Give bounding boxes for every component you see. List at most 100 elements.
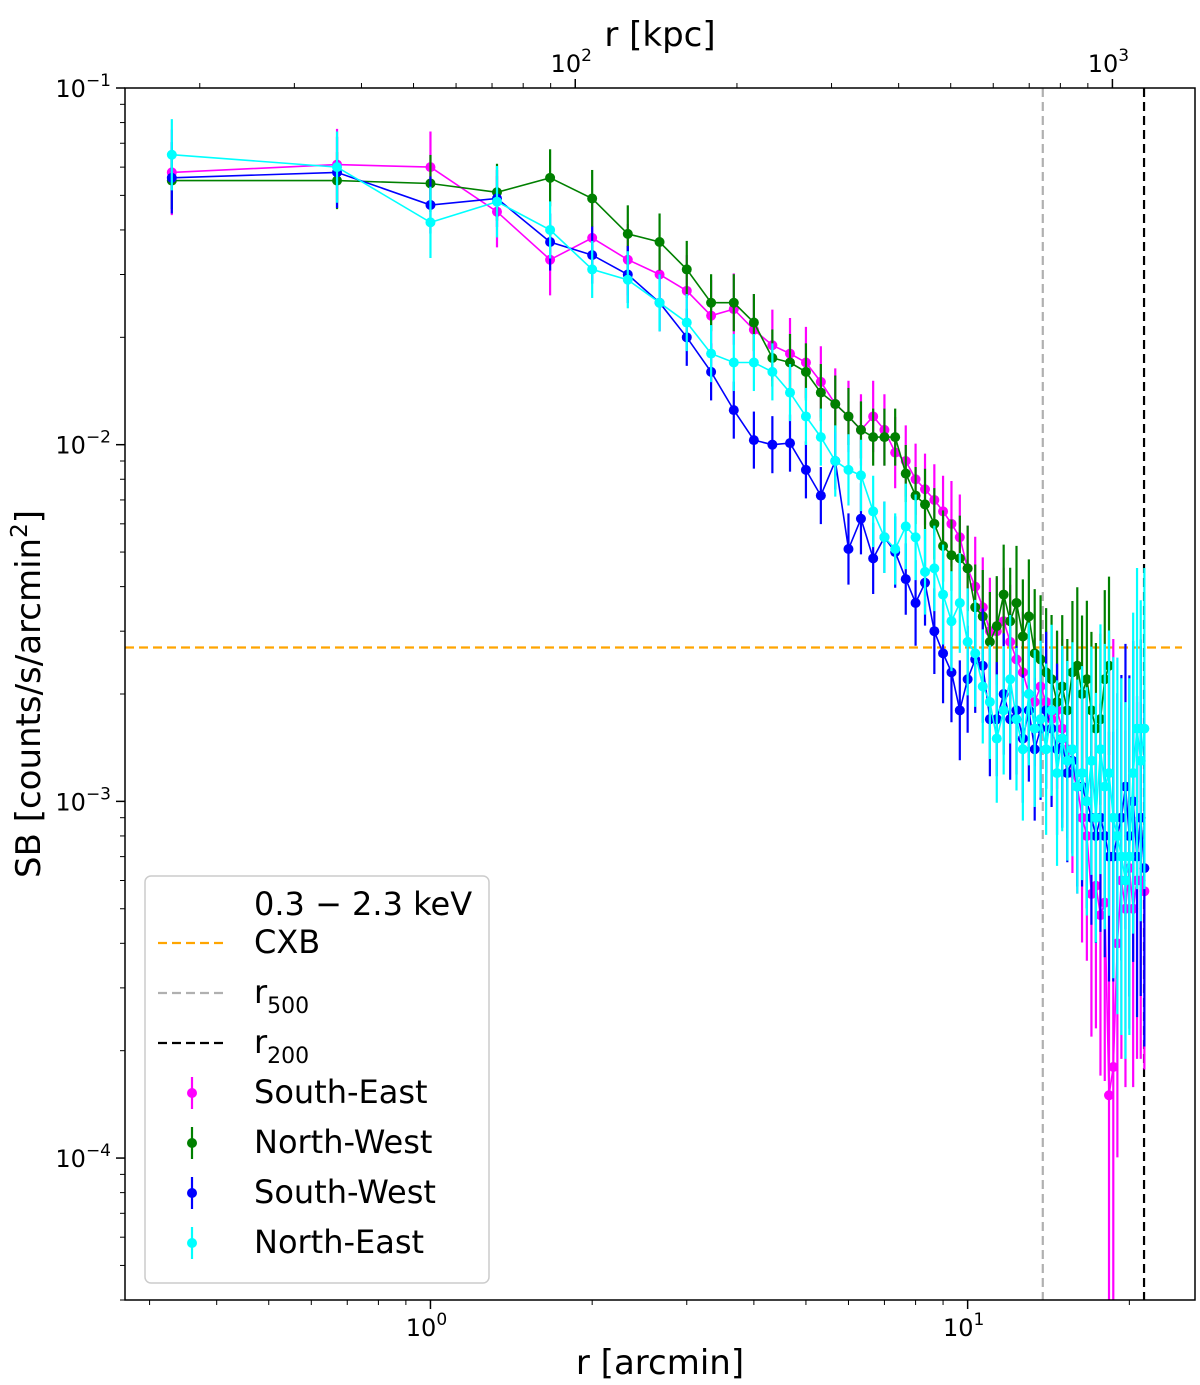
data-point <box>855 424 866 435</box>
data-point <box>998 589 1009 600</box>
x-tick-label: 100 <box>406 1310 447 1342</box>
data-point <box>1081 796 1092 807</box>
top-tick-base: 10 <box>1088 50 1119 78</box>
data-point <box>767 439 778 450</box>
data-point <box>785 357 796 368</box>
data-point <box>728 405 739 416</box>
data-point <box>946 616 957 627</box>
data-point <box>748 357 759 368</box>
data-point <box>929 626 940 637</box>
legend-label-sub: 500 <box>267 994 309 1019</box>
data-point <box>587 193 598 204</box>
y-axis-label-main: SB [counts/s/arcmin <box>9 538 49 878</box>
data-point <box>1128 768 1139 779</box>
legend-frame <box>144 875 490 1284</box>
data-point <box>920 566 931 577</box>
legend-marker <box>187 1238 197 1248</box>
data-point <box>1023 611 1034 622</box>
data-point <box>900 574 911 585</box>
data-point <box>1104 768 1115 779</box>
y-axis-label: SB [counts/s/arcmin2] <box>7 510 49 878</box>
data-point <box>332 162 343 173</box>
y-tick-label: 10−3 <box>55 784 111 816</box>
y-tick-exp: −1 <box>86 71 111 91</box>
data-point <box>166 149 177 160</box>
data-point <box>1116 851 1127 862</box>
data-point <box>1035 714 1046 725</box>
data-point <box>622 228 633 239</box>
data-point <box>830 456 841 467</box>
data-point <box>748 317 759 328</box>
data-point <box>1067 744 1078 755</box>
data-point <box>785 438 796 449</box>
data-point <box>843 411 854 422</box>
data-point <box>900 521 911 532</box>
data-point <box>868 432 879 443</box>
data-point <box>954 597 965 608</box>
data-point <box>728 357 739 368</box>
data-point <box>900 468 911 479</box>
data-point <box>879 432 890 443</box>
data-point <box>938 589 949 600</box>
data-point <box>1095 744 1106 755</box>
legend-items: CXBr500r200South-EastNorth-WestSouth-Wes… <box>158 923 436 1261</box>
data-point <box>1072 660 1083 671</box>
data-point <box>843 543 854 554</box>
top-tick-exp: 3 <box>1118 46 1129 66</box>
data-point <box>879 532 890 543</box>
data-point <box>785 387 796 398</box>
data-point <box>998 705 1009 716</box>
series-line <box>171 153 1146 881</box>
data-point <box>800 411 811 422</box>
data-point <box>654 297 665 308</box>
legend-marker <box>187 1188 197 1198</box>
data-point <box>946 550 957 561</box>
data-point <box>855 513 866 524</box>
y-tick-exp: −2 <box>86 428 111 448</box>
legend-label-main: CXB <box>254 923 320 961</box>
data-point <box>1046 705 1057 716</box>
legend-series-label: North-East <box>254 1223 424 1261</box>
data-point <box>815 432 826 443</box>
data-point <box>545 224 556 235</box>
y-tick-label: 10−4 <box>55 1141 111 1173</box>
data-point <box>1139 723 1150 734</box>
data-point <box>767 366 778 377</box>
series-north-east <box>166 119 1150 1059</box>
data-point <box>1081 674 1092 685</box>
x-tick-base: 10 <box>943 1314 974 1342</box>
x-tick-exp: 0 <box>436 1310 447 1330</box>
data-point <box>984 696 995 707</box>
legend-line-label: r500 <box>254 973 309 1019</box>
y-tick-label: 10−2 <box>55 428 111 460</box>
legend-marker <box>187 1138 197 1148</box>
data-point <box>706 348 717 359</box>
data-point <box>890 543 901 554</box>
data-point <box>800 366 811 377</box>
data-point <box>910 532 921 543</box>
top-tick-base: 10 <box>551 50 582 78</box>
data-point <box>1041 744 1052 755</box>
data-point <box>1104 1090 1115 1101</box>
data-point <box>1108 812 1119 823</box>
legend-label-main: r <box>254 1023 268 1061</box>
y-tick-base: 10 <box>55 75 86 103</box>
legend-title: 0.3 − 2.3 keV <box>254 885 472 923</box>
data-point <box>868 506 879 517</box>
data-point <box>800 464 811 475</box>
data-point <box>1005 674 1016 685</box>
data-point <box>938 648 949 659</box>
y-tick-exp: −4 <box>86 1141 111 1161</box>
top-tick-label: 103 <box>1088 46 1129 78</box>
data-point <box>984 636 995 647</box>
data-point <box>1057 733 1068 744</box>
data-point <box>1086 755 1097 766</box>
data-point <box>843 464 854 475</box>
data-point <box>1099 781 1110 792</box>
data-point <box>1132 723 1143 734</box>
y-tick-base: 10 <box>55 788 86 816</box>
data-point <box>545 172 556 183</box>
data-point <box>622 274 633 285</box>
